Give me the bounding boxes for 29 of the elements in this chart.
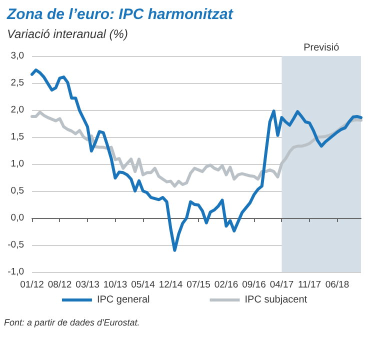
legend-label: IPC general xyxy=(96,294,150,306)
x-tick-label: 01/12 xyxy=(20,280,44,290)
chart-title: Zona de l’euro: IPC harmonitzat xyxy=(6,6,234,23)
y-tick-label: -0,5 xyxy=(8,240,24,250)
y-tick-label: 0,0 xyxy=(10,212,24,224)
x-tick-label: 03/13 xyxy=(76,280,100,290)
y-tick-label: 3,0 xyxy=(10,50,24,62)
x-tick-label: 02/16 xyxy=(214,280,238,290)
line-series xyxy=(30,68,362,252)
x-tick-label: 06/18 xyxy=(325,280,350,290)
x-tick-label: 09/16 xyxy=(242,280,266,290)
legend-label: IPC subjacent xyxy=(244,294,308,306)
x-tick-label: 07/15 xyxy=(186,280,210,290)
y-tick-label: 1,0 xyxy=(10,158,24,170)
x-tick-label: 11/17 xyxy=(298,280,322,290)
text: Font: a partir de dades d'Eurostat. xyxy=(4,318,140,328)
y-tick-label: 2,5 xyxy=(10,78,24,88)
x-tick-label: 04/17 xyxy=(270,280,294,290)
x-tick-label: 05/14 xyxy=(131,280,155,290)
x-tick-label: 12/14 xyxy=(158,280,183,290)
y-tick-label: 0,5 xyxy=(10,186,24,196)
y-tick-label: -1,0 xyxy=(8,266,24,278)
y-tick-label: 2,0 xyxy=(10,104,24,116)
y-tick-label: 1,5 xyxy=(10,132,24,142)
chart-subtitle: Variació interanual (%) xyxy=(7,27,128,41)
x-tick-label: 10/13 xyxy=(103,280,128,290)
band-label: Previsió xyxy=(304,42,340,54)
line-series xyxy=(30,110,362,188)
x-tick-label: 08/12 xyxy=(48,280,72,290)
